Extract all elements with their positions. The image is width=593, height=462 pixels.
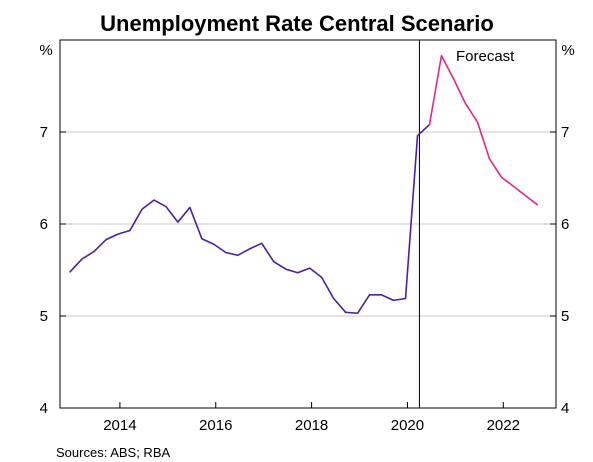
y-tick-label-right-4: 4 xyxy=(561,400,569,417)
y-tick-label-right-7: 7 xyxy=(561,124,569,141)
forecast-annotation: Forecast xyxy=(456,48,515,65)
source-note: Sources: ABS; RBA xyxy=(56,445,170,460)
x-tick-label-2016: 2016 xyxy=(199,417,232,434)
y-tick-label-left-5: 5 xyxy=(40,308,48,325)
x-tick-label-2020: 2020 xyxy=(391,417,424,434)
y-tick-label-left-6: 6 xyxy=(40,216,48,233)
gridlines xyxy=(60,131,556,317)
y-tick-label-left-4: 4 xyxy=(40,400,48,417)
tick-labels: 2014 2016 2018 2020 2022 4 4 5 5 6 6 7 7 xyxy=(40,124,570,434)
y-unit-left: % xyxy=(39,42,52,59)
series-line-1 xyxy=(69,123,431,315)
chart-title: Unemployment Rate Central Scenario xyxy=(100,11,494,36)
y-tick-label-right-5: 5 xyxy=(561,308,569,325)
x-tick-label-2018: 2018 xyxy=(295,417,328,434)
series-lines xyxy=(69,54,539,315)
x-tick-label-2014: 2014 xyxy=(103,417,136,434)
series-line-2 xyxy=(428,54,539,206)
x-tick-label-2022: 2022 xyxy=(487,417,520,434)
y-unit-right: % xyxy=(561,42,574,59)
y-tick-label-left-7: 7 xyxy=(40,124,48,141)
y-tick-label-right-6: 6 xyxy=(561,216,569,233)
